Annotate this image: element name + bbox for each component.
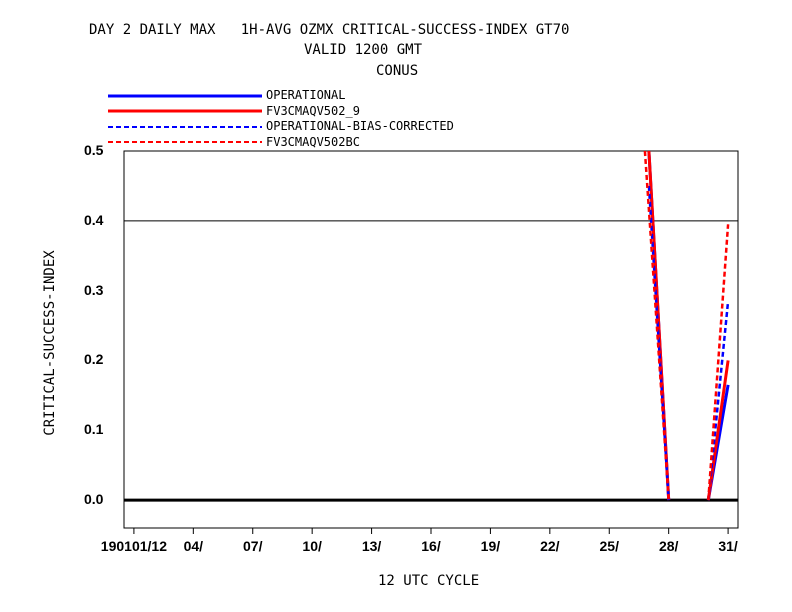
- legend-label-operational: OPERATIONAL: [266, 88, 346, 102]
- x-tick-label: 31/: [718, 538, 738, 554]
- series-3-segment-0: [643, 151, 670, 501]
- series-2-segment-0: [647, 185, 670, 501]
- x-tick-label: 07/: [243, 538, 263, 554]
- plot-frame: [123, 150, 739, 529]
- x-tick-label: 25/: [599, 538, 619, 554]
- x-tick-label: 19/: [480, 538, 501, 554]
- chart-subtitle-region: CONUS: [376, 63, 419, 79]
- series-1-segment-1: [706, 360, 730, 501]
- x-axis-label: 12 UTC CYCLE: [378, 573, 480, 589]
- y-tick-label: 0.0: [84, 491, 104, 508]
- legend-label-fv3cmaqv502bc: FV3CMAQV502BC: [266, 135, 360, 149]
- y-tick-label: 0.1: [84, 421, 104, 438]
- y-tick-label: 0.5: [84, 142, 104, 158]
- y-tick-label: 0.4: [84, 211, 104, 228]
- x-tick-label: 28/: [658, 538, 679, 554]
- legend-label-operational-bias-corrected: OPERATIONAL-BIAS-CORRECTED: [266, 119, 454, 133]
- series-3-segment-1: [707, 224, 730, 501]
- x-tick-label: 16/: [421, 538, 441, 554]
- chart-subtitle-valid: VALID 1200 GMT: [304, 42, 423, 58]
- y-tick-label: 0.2: [84, 351, 104, 368]
- y-tick-label: 0.3: [84, 281, 104, 298]
- x-tick-label: 13/: [361, 538, 382, 554]
- y-axis-label: CRITICAL-SUCCESS-INDEX: [42, 250, 58, 436]
- x-tick-label: 10/: [302, 538, 322, 554]
- chart-title: DAY 2 DAILY MAX 1H-AVG OZMX CRITICAL-SUC…: [89, 22, 570, 38]
- x-tick-label: 22/: [540, 538, 560, 554]
- x-tick-label: 04/: [183, 538, 204, 554]
- x-tick-label: 190101/12: [100, 538, 167, 554]
- legend-label-fv3cmaqv502-9: FV3CMAQV502_9: [266, 104, 360, 118]
